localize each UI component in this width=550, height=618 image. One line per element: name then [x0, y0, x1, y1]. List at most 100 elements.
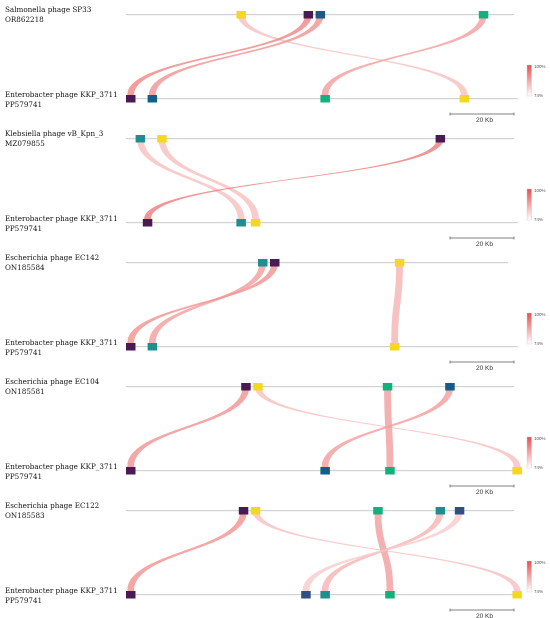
scale-bar-label: 20 Kb — [476, 489, 493, 496]
identity-gradient-bar — [526, 560, 532, 593]
similarity-ribbon — [321, 386, 454, 467]
legend-max-label: 100% — [534, 64, 546, 69]
gene-marker — [147, 343, 158, 351]
identity-gradient-bar — [526, 64, 532, 97]
identity-legend: 100% 74% — [526, 436, 546, 470]
similarity-links — [127, 510, 521, 591]
bottom-genome-name: Enterobacter phage KKP_3711 — [5, 214, 118, 223]
gene-marker — [454, 507, 465, 515]
gene-marker — [390, 343, 400, 351]
gene-marker — [126, 343, 136, 351]
gene-marker — [315, 11, 326, 19]
gene-marker — [478, 11, 489, 19]
gene-marker — [147, 95, 158, 103]
similarity-ribbon — [321, 14, 487, 95]
scale-bar: 20 Kb — [449, 360, 515, 372]
identity-gradient-bar — [526, 436, 532, 469]
gene-marker — [320, 467, 330, 475]
similarity-ribbon — [127, 510, 247, 591]
identity-gradient-bar — [526, 312, 532, 345]
similarity-ribbon — [148, 14, 324, 95]
legend-min-label: 74% — [534, 465, 543, 470]
gene-marker — [385, 591, 395, 599]
legend-min-label: 74% — [534, 589, 543, 594]
gene-marker — [435, 507, 446, 515]
similarity-ribbon — [237, 14, 468, 95]
scale-bar-label: 20 Kb — [476, 613, 493, 618]
legend-min-label: 74% — [534, 341, 543, 346]
gene-marker — [459, 95, 470, 103]
gene-marker — [435, 135, 446, 143]
top-genome-name: Escherichia phage EC122 — [5, 501, 99, 510]
similarity-links — [136, 138, 444, 219]
gene-marker — [445, 383, 455, 391]
bottom-genome-accession: PP579741 — [5, 472, 42, 481]
similarity-ribbon — [144, 138, 444, 219]
top-genome-accession: ON185584 — [5, 263, 45, 272]
identity-legend: 100% 74% — [526, 188, 546, 222]
identity-legend: 100% 74% — [526, 560, 546, 594]
gene-marker — [241, 383, 251, 391]
gene-marker — [512, 467, 522, 475]
identity-legend: 100% 74% — [526, 312, 546, 346]
gene-marker — [382, 383, 393, 391]
top-genome-accession: MZ079855 — [5, 139, 45, 148]
bottom-genome-accession: PP579741 — [5, 100, 42, 109]
bottom-genome-name: Enterobacter phage KKP_3711 — [5, 90, 118, 99]
gene-marker — [142, 219, 153, 227]
similarity-ribbon — [127, 386, 250, 467]
legend-max-label: 100% — [534, 560, 546, 565]
bottom-genome-name: Enterobacter phage KKP_3711 — [5, 462, 118, 471]
scale-bar: 20 Kb — [449, 112, 515, 124]
top-genome-name: Klebsiella phage vB_Kpn_3 — [5, 129, 104, 138]
scale-bar: 20 Kb — [449, 608, 515, 618]
gene-marker — [253, 383, 263, 391]
bottom-genome-accession: PP579741 — [5, 596, 42, 605]
top-genome-accession: ON185583 — [5, 511, 45, 520]
top-genome-accession: OR862218 — [5, 15, 44, 24]
top-genome-name: Escherichia phage EC104 — [5, 377, 100, 386]
bottom-genome-name: Enterobacter phage KKP_3711 — [5, 586, 118, 595]
legend-max-label: 100% — [534, 436, 546, 441]
gene-marker — [373, 507, 383, 515]
gene-marker — [320, 591, 330, 599]
similarity-ribbon — [148, 262, 267, 343]
similarity-links — [127, 14, 487, 95]
bottom-genome-name: Enterobacter phage KKP_3711 — [5, 338, 118, 347]
gene-marker — [303, 11, 314, 19]
gene-marker — [126, 95, 136, 103]
legend-min-label: 74% — [534, 217, 543, 222]
scale-bar-label: 20 Kb — [476, 241, 493, 248]
identity-gradient-bar — [526, 188, 532, 221]
legend-max-label: 100% — [534, 312, 546, 317]
gene-marker — [320, 95, 330, 103]
gene-marker — [385, 467, 395, 475]
gene-marker — [512, 591, 522, 599]
gene-marker — [301, 591, 311, 599]
scale-bar: 20 Kb — [449, 484, 515, 496]
similarity-ribbon — [127, 262, 279, 343]
similarity-links — [127, 386, 521, 467]
similarity-ribbon — [136, 138, 245, 219]
similarity-ribbon — [302, 510, 463, 591]
gene-marker — [236, 11, 246, 19]
gene-marker — [394, 259, 405, 267]
gene-marker — [258, 259, 268, 267]
gene-marker — [157, 135, 167, 143]
bottom-genome-accession: PP579741 — [5, 348, 42, 357]
scale-bar-label: 20 Kb — [476, 117, 493, 124]
similarity-ribbon — [391, 262, 403, 343]
gene-marker — [236, 219, 246, 227]
similarity-links — [127, 262, 403, 343]
similarity-ribbon — [127, 14, 312, 95]
top-genome-accession: ON185581 — [5, 387, 45, 396]
similarity-ribbon — [158, 138, 259, 219]
top-genome-name: Salmonella phage SP33 — [5, 5, 92, 14]
identity-legend: 100% 74% — [526, 64, 546, 98]
